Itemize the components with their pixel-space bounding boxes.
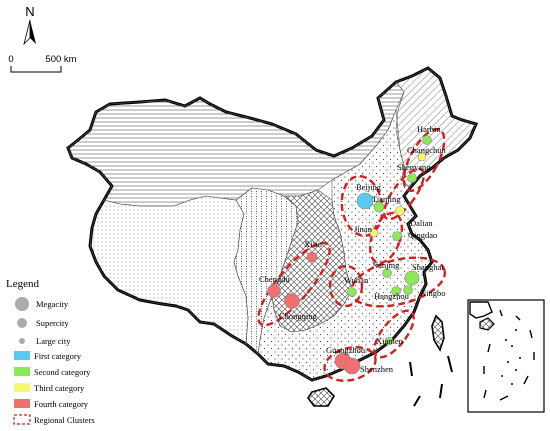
svg-text:Second category: Second category (34, 367, 91, 377)
scale-end-label: 500 km (45, 54, 76, 65)
city-qingdao: Qingdao (392, 230, 437, 241)
svg-text:Megacity: Megacity (36, 299, 69, 309)
svg-text:Fourth category: Fourth category (34, 399, 89, 409)
city-harbin: Harbin (417, 124, 441, 145)
legend: Legend Megacity Supercity Large city Fir… (6, 278, 95, 425)
legend-category-fourth: Fourth category (14, 399, 89, 409)
cluster-pearl-river (323, 346, 377, 382)
city-nanjing: Nanjing (372, 260, 400, 278)
legend-size-megacity: Megacity (15, 297, 69, 311)
regional-clusters (257, 128, 447, 382)
region-southwest-dotted (89, 195, 249, 345)
legend-category-second: Second category (14, 367, 91, 377)
svg-text:Chengdu: Chengdu (259, 274, 290, 284)
scale-start-label: 0 (8, 54, 13, 65)
cities: Harbin Changchun Shenyang Beijing Tianji… (259, 124, 446, 375)
svg-text:Chongqing: Chongqing (279, 311, 318, 321)
north-arrow-icon (30, 20, 36, 44)
svg-text:Shanghai: Shanghai (412, 262, 444, 272)
svg-text:Supercity: Supercity (36, 318, 69, 328)
svg-text:Harbin: Harbin (417, 124, 441, 134)
first-category-swatch (14, 351, 30, 360)
city-shenyang: Shenyang (397, 162, 431, 183)
legend-size-supercity: Supercity (17, 318, 69, 328)
dash-line-segments (409, 355, 453, 407)
svg-text:Tianjing: Tianjing (372, 194, 401, 204)
fourth-category-swatch (14, 399, 30, 408)
city-wuhan: Wuhan (344, 275, 369, 297)
north-arrow: N (23, 4, 36, 46)
second-category-swatch (14, 367, 30, 376)
svg-text:Shenzhen: Shenzhen (360, 364, 394, 374)
svg-text:Nanjing: Nanjing (372, 260, 400, 270)
large-city-symbol-icon (19, 338, 25, 344)
cluster-liaoning (383, 167, 425, 221)
svg-text:Jinan: Jinan (354, 224, 373, 234)
svg-text:Changchun: Changchun (407, 145, 446, 155)
svg-text:Beijing: Beijing (356, 182, 382, 192)
inset-frame (467, 299, 545, 413)
hainan-island (307, 387, 336, 407)
regional-cluster-swatch (13, 414, 31, 425)
legend-title: Legend (6, 278, 39, 290)
city-chengdu: Chengdu (259, 274, 290, 298)
region-east-dotted (257, 109, 433, 381)
city-hangzhou: Hangzhou (374, 286, 410, 301)
city-jinan: Jinan (354, 224, 379, 238)
svg-text:Large city: Large city (36, 336, 71, 346)
legend-category-third: Third category (14, 383, 85, 393)
city-ningbo: Ningbo (403, 285, 446, 298)
supercity-symbol-icon (17, 318, 27, 328)
legend-regional-clusters: Regional Clusters (13, 414, 95, 425)
city-dalian: Dalian (395, 206, 433, 228)
svg-text:First category: First category (34, 351, 82, 361)
svg-text:Qingdao: Qingdao (408, 230, 437, 240)
legend-size-large-city: Large city (19, 336, 71, 346)
north-label: N (25, 4, 34, 19)
svg-text:Shenyang: Shenyang (397, 162, 431, 172)
cluster-chengdu-chongqing (257, 241, 331, 327)
city-changchun: Changchun (407, 145, 446, 162)
svg-text:Regional Clusters: Regional Clusters (34, 415, 95, 425)
taiwan-island (431, 314, 445, 352)
city-shanghai: Shanghai (404, 262, 444, 286)
svg-text:Hangzhou: Hangzhou (374, 291, 410, 301)
megacity-symbol-icon (15, 297, 29, 311)
svg-text:Xiamen: Xiamen (376, 336, 404, 346)
third-category-swatch (14, 383, 30, 392)
city-shenzhen: Shenzhen (343, 357, 394, 375)
svg-text:Guangzhou: Guangzhou (326, 345, 366, 355)
scale-bar: 0 500 km (8, 54, 77, 73)
cluster-wuhan (328, 264, 364, 308)
svg-text:Xi'an: Xi'an (304, 239, 323, 249)
cluster-west-coast (373, 309, 415, 359)
scale-bar-line (10, 66, 62, 73)
svg-text:Wuhan: Wuhan (344, 275, 369, 285)
south-china-sea-inset (467, 299, 545, 413)
city-xiamen: Xiamen (376, 336, 404, 346)
legend-category-first: First category (14, 351, 82, 361)
city-beijing: Beijing (356, 182, 382, 210)
svg-text:Dalian: Dalian (410, 218, 433, 228)
city-tianjing: Tianjing (372, 194, 401, 213)
city-chongqing: Chongqing (279, 293, 318, 321)
city-xian: Xi'an (304, 239, 323, 263)
svg-text:Ningbo: Ningbo (420, 288, 446, 298)
cluster-harbin-changchun (402, 128, 446, 192)
cluster-shandong (368, 211, 404, 265)
svg-text:Third category: Third category (34, 383, 85, 393)
